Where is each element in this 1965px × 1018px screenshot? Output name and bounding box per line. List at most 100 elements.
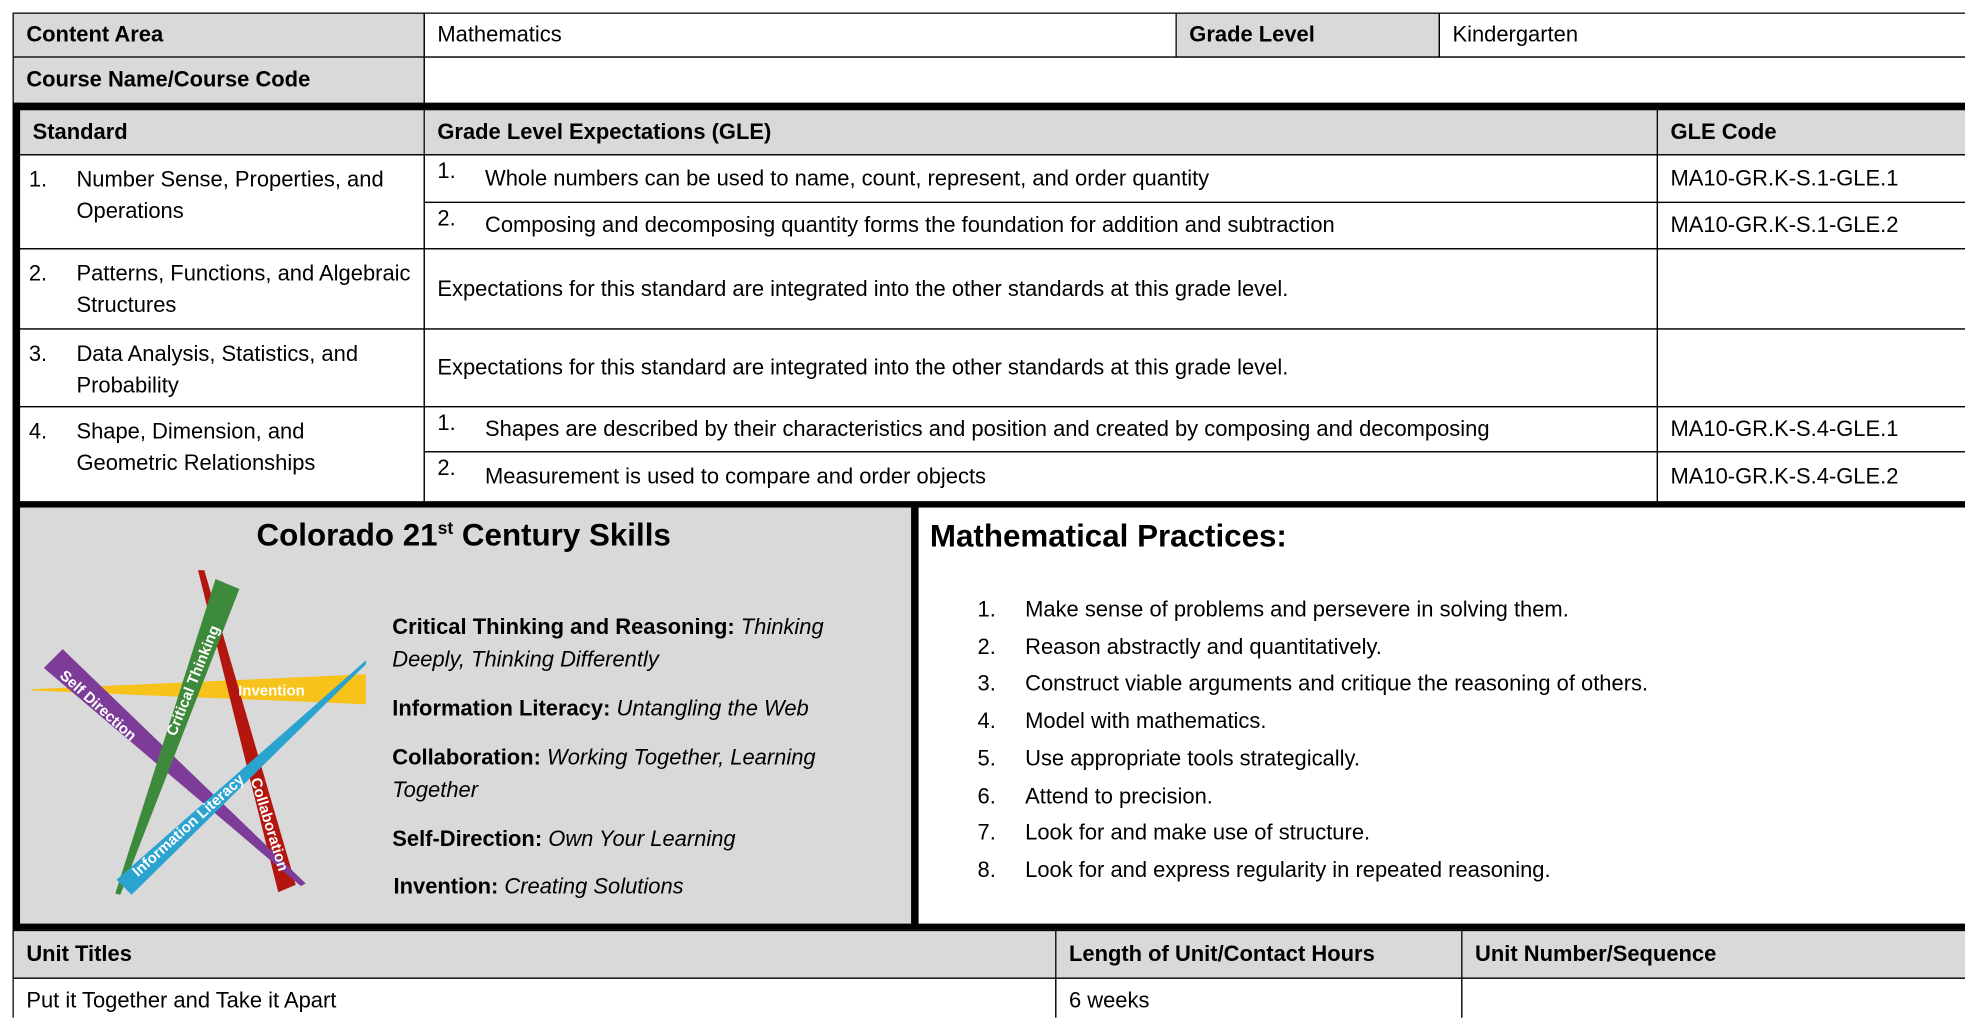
standard-cell: 3. Data Analysis, Statistics, and Probabi… — [18, 328, 425, 408]
header-cell: Standard — [18, 109, 425, 156]
item-number: 4. — [977, 708, 996, 734]
note-cell: Expectations for this standard are integ… — [423, 328, 1658, 408]
title-sup: st — [437, 517, 454, 538]
code-cell — [1656, 248, 1965, 330]
item-number: 7. — [977, 819, 996, 845]
title-text: Colorado 21 — [256, 517, 438, 554]
unit-cell: Put it Together and Take it Apart — [12, 977, 1057, 1018]
item-number: 5. — [977, 745, 996, 771]
frame-line — [12, 923, 1965, 930]
header-cell: Length of Unit/Contact Hours — [1055, 929, 1463, 979]
logo-label: Critical Thinking — [163, 623, 223, 738]
skills-logo: Critical Thinking Invention Self Directi… — [31, 570, 366, 895]
item-text: Construct viable arguments and critique … — [1025, 670, 1649, 697]
item-number: 3. — [977, 670, 996, 697]
item-text: Reason abstractly and quantitatively. — [1025, 633, 1382, 659]
code-cell — [1656, 328, 1965, 408]
skill-item: Critical Thinking and Reasoning: Thinkin… — [392, 610, 893, 676]
skill-description: Working Together, Learning Together — [392, 744, 816, 803]
code-cell: MA10-GR.K-S.1-GLE.1 — [1656, 154, 1965, 204]
skill-item: Invention: Creating Solutions — [394, 870, 895, 903]
logo-band — [43, 649, 306, 887]
item-text: Look for and express regularity in repea… — [1025, 857, 1551, 883]
gle-cell: 2. Composing and decomposing quantity for… — [423, 201, 1658, 250]
value-cell — [423, 56, 1965, 105]
code-cell: MA10-GR.K-S.1-GLE.2 — [1656, 201, 1965, 250]
item-text: Number Sense, Properties, and Operations — [76, 166, 384, 224]
frame-line — [12, 102, 21, 930]
header-cell: GLE Code — [1656, 109, 1965, 156]
skill-name: Invention: — [393, 873, 499, 899]
code-cell: MA10-GR.K-S.4-GLE.1 — [1656, 406, 1965, 453]
skill-description: Own Your Learning — [548, 825, 736, 851]
standard-cell: 1. Number Sense, Properties, and Operatio… — [18, 154, 425, 250]
skill-description: Untangling the Web — [616, 695, 809, 721]
item-text: Data Analysis, Statistics, and Probabili… — [76, 340, 359, 398]
item-text: Patterns, Functions, and Algebraic Struc… — [76, 260, 411, 318]
frame-line — [12, 102, 1965, 110]
header-cell: Grade Level Expectations (GLE) — [423, 109, 1658, 156]
unit-cell: 6 weeks — [1055, 977, 1463, 1018]
skill-name: Critical Thinking and Reasoning: — [392, 614, 735, 640]
practice-item: 6. Attend to precision. — [977, 783, 1212, 809]
frame-line — [911, 507, 919, 925]
item-text: Whole numbers can be used to name, count… — [484, 165, 1210, 191]
gle-cell: 2. Measurement is used to compare and ord… — [423, 451, 1658, 503]
item-number: 2. — [977, 633, 996, 659]
logo-label: Invention — [238, 683, 305, 700]
gle-cell: 1. Shapes are described by their characte… — [423, 406, 1658, 453]
value-cell: Kindergarten — [1438, 12, 1965, 58]
skills-title: Colorado 21st Century Skills — [19, 518, 909, 555]
label-cell: Course Name/Course Code — [12, 56, 425, 105]
title-text: Century Skills — [453, 517, 671, 554]
standard-cell: 4. Shape, Dimension, and Geometric Relati… — [18, 406, 425, 503]
item-text: Attend to precision. — [1025, 782, 1213, 808]
item-text: Use appropriate tools strategically. — [1025, 745, 1360, 771]
item-number: 3. — [28, 340, 48, 366]
item-number: 1. — [437, 409, 456, 435]
item-number: 1. — [437, 157, 456, 183]
practice-item: 4. Model with mathematics. — [977, 708, 1266, 734]
item-text: Shape, Dimension, and Geometric Relation… — [76, 418, 316, 476]
code-cell: MA10-GR.K-S.4-GLE.2 — [1656, 451, 1965, 503]
skill-item: Collaboration: Working Together, Learnin… — [392, 741, 893, 807]
item-number: 4. — [28, 418, 48, 444]
logo-band — [198, 570, 296, 893]
practice-item: 2. Reason abstractly and quantitatively. — [977, 634, 1381, 660]
logo-band — [115, 578, 240, 895]
practice-item: 1. Make sense of problems and persevere i… — [977, 597, 1568, 623]
skill-name: Collaboration: — [392, 744, 541, 770]
practice-item: 5. Use appropriate tools strategically. — [977, 745, 1359, 771]
skill-name: Information Literacy: — [392, 695, 611, 721]
practice-item: 8. Look for and express regularity in rep… — [977, 857, 1550, 883]
item-text: Look for and make use of structure. — [1025, 819, 1371, 845]
note-cell: Expectations for this standard are integ… — [423, 248, 1658, 330]
item-number: 6. — [977, 782, 996, 808]
item-text: Make sense of problems and persevere in … — [1025, 596, 1569, 622]
standard-cell: 2. Patterns, Functions, and Algebraic Str… — [18, 248, 425, 330]
skill-item: Self-Direction: Own Your Learning — [392, 822, 893, 855]
skill-item: Information Literacy: Untangling the Web — [392, 692, 893, 725]
practice-item: 7. Look for and make use of structure. — [977, 820, 1370, 846]
item-number: 1. — [977, 596, 996, 622]
practices-title: Mathematical Practices: — [929, 518, 1287, 554]
unit-cell — [1461, 977, 1965, 1018]
item-text: Measurement is used to compare and order… — [484, 463, 987, 489]
practice-item: 3. Construct viable arguments and critiqu… — [977, 671, 1648, 697]
item-number: 1. — [28, 166, 48, 192]
skill-description: Thinking Deeply, Thinking Differently — [392, 614, 824, 673]
item-number: 2. — [28, 260, 48, 286]
label-cell: Grade Level — [1175, 12, 1440, 58]
item-number: 2. — [437, 454, 456, 480]
header-cell: Unit Titles — [12, 929, 1057, 979]
label-cell: Content Area — [12, 12, 425, 58]
item-text: Model with mathematics. — [1025, 708, 1267, 734]
skill-description: Creating Solutions — [504, 873, 684, 899]
gle-cell: 1. Whole numbers can be used to name, cou… — [423, 154, 1658, 204]
item-number: 2. — [437, 205, 456, 231]
header-cell: Unit Number/Sequence — [1461, 929, 1965, 979]
skill-name: Self-Direction: — [392, 825, 543, 851]
item-text: Shapes are described by their characteri… — [484, 415, 1490, 441]
